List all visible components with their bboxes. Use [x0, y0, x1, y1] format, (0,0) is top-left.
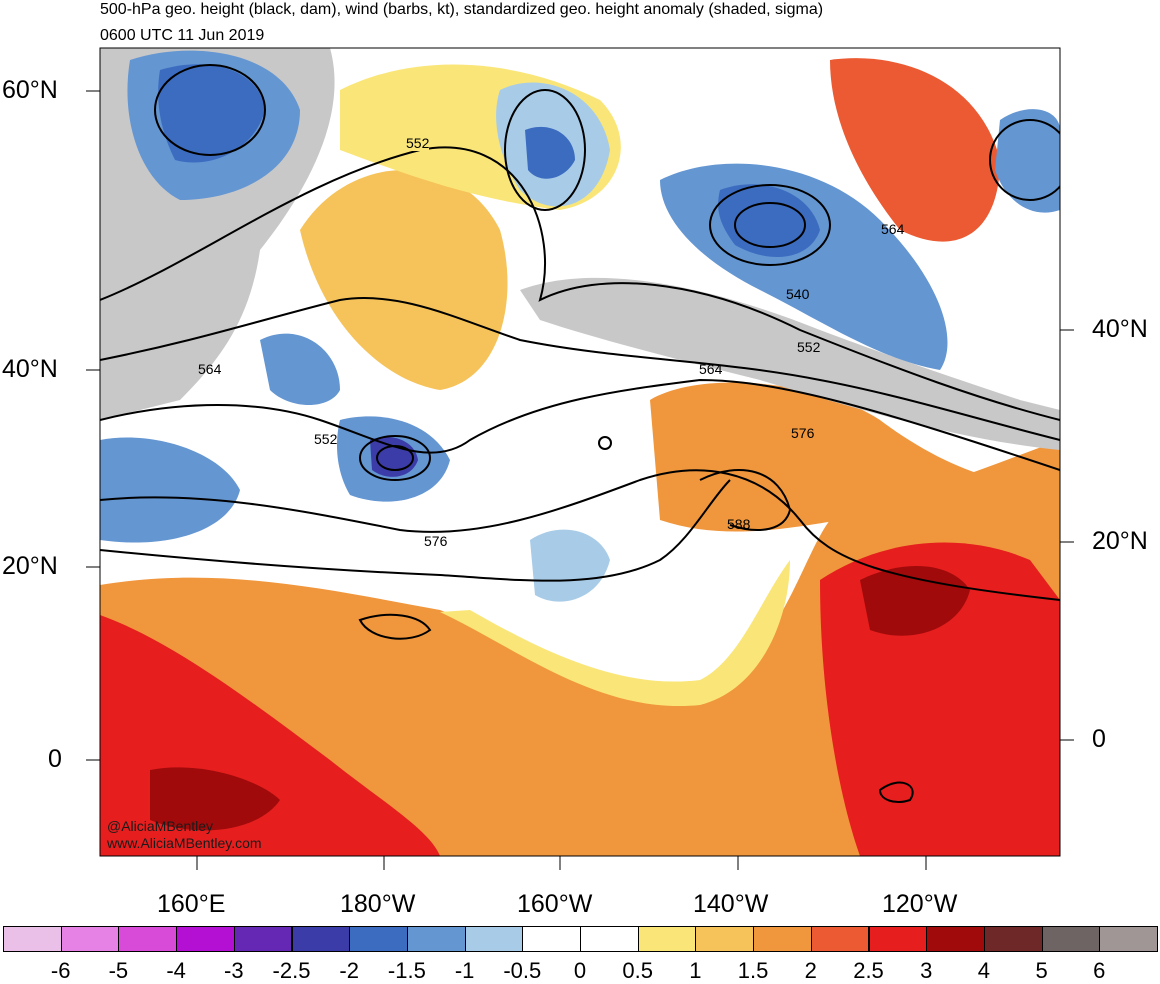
- contour-line: [376, 445, 414, 471]
- contour-line: [100, 297, 1060, 441]
- anomaly-gray-east: [520, 277, 1060, 450]
- colorbar-label: -1: [454, 958, 475, 983]
- colorbar-label: 3: [920, 958, 933, 983]
- contour-label: 564: [699, 361, 723, 377]
- anomaly-lightblue-south: [530, 529, 610, 602]
- contour-label: 552: [406, 135, 430, 151]
- contour-line: [878, 781, 914, 803]
- contour-line: [100, 479, 731, 582]
- colorbar-label: 2.5: [853, 958, 884, 983]
- lon-label: 160°E: [157, 890, 226, 918]
- anomaly-darkblue-nw: [158, 64, 265, 163]
- contour-label: 540: [786, 286, 810, 302]
- colorbar-label: -2.5: [272, 958, 311, 983]
- lat-label-right: 20°N: [1092, 527, 1148, 555]
- colorbar-swatch: [983, 926, 1043, 952]
- contour-label: 576: [424, 533, 448, 549]
- lat-label-left: 0: [48, 745, 62, 773]
- colorbar-swatch: [3, 926, 62, 952]
- contour-line: [359, 435, 431, 481]
- colorbar-label: -1.5: [387, 958, 426, 983]
- colorbar-swatch: [522, 926, 581, 952]
- colorbar-swatch: [868, 926, 928, 952]
- colorbar-label: 0.5: [622, 958, 653, 983]
- colorbar-label: -5: [108, 958, 129, 983]
- contour-line: [100, 378, 1060, 471]
- map-frame: [99, 47, 1061, 857]
- colorbar-swatch: [464, 926, 524, 952]
- anomaly-darkred-sw: [150, 767, 280, 831]
- colorbar-swatch: [291, 926, 351, 952]
- contour-line: [734, 202, 806, 248]
- colorbar-label: -6: [50, 958, 71, 983]
- anomaly-yellow-mid: [440, 560, 790, 707]
- colorbar-label: 6: [1093, 958, 1106, 983]
- credit-website: www.AliciaMBentley.com: [107, 835, 262, 851]
- colorbar-label: 1.5: [737, 958, 769, 983]
- colorbar-swatch: [1041, 926, 1101, 952]
- contour-line: [358, 613, 432, 640]
- colorbar-label: -2: [339, 958, 359, 983]
- map-plot-area: [100, 48, 1060, 856]
- anomaly-orange-east: [650, 382, 1060, 560]
- height-contours: [100, 64, 1060, 803]
- anomaly-darkblue-bering: [525, 126, 575, 179]
- anomaly-blue-right: [995, 109, 1060, 213]
- colorbar-swatch: [406, 926, 466, 952]
- contour-label: 588: [727, 516, 751, 532]
- axis-ticks: [86, 90, 1074, 870]
- contour-line: [699, 469, 792, 531]
- colorbar-label: 1: [689, 958, 702, 983]
- map-valid-time: 0600 UTC 11 Jun 2019: [100, 27, 265, 44]
- colorbar-label: 0: [573, 958, 587, 983]
- lon-label: 140°W: [693, 890, 769, 918]
- lat-label-right: 40°N: [1092, 315, 1148, 343]
- lon-label: 120°W: [882, 890, 958, 918]
- lat-label-right: 0: [1092, 725, 1106, 753]
- contour-line: [154, 64, 266, 156]
- colorbar-swatch: [580, 926, 639, 952]
- colorbar-swatch: [1099, 926, 1158, 952]
- colorbar-swatch: [637, 926, 697, 952]
- contour-line: [100, 469, 1060, 601]
- lon-label: 160°W: [517, 890, 593, 918]
- credit-handle: @AliciaMBentley: [107, 818, 214, 834]
- lat-label-left: 20°N: [2, 552, 58, 580]
- colorbar-label: -4: [166, 958, 186, 983]
- colorbar-swatch: [810, 926, 870, 952]
- contour-label: 564: [881, 221, 905, 237]
- colorbar-swatch: [176, 926, 235, 952]
- contour-line: [709, 184, 831, 266]
- colorbar-label: -3: [224, 958, 244, 983]
- contour-label: 576: [791, 425, 815, 441]
- contour-line: [100, 146, 1060, 421]
- contour-label: 552: [314, 431, 338, 447]
- colorbar-swatch: [926, 926, 985, 952]
- colorbar-swatch: [233, 926, 293, 952]
- lon-label: 180°W: [340, 890, 416, 918]
- colorbar-swatch: [118, 926, 178, 952]
- anomaly-red-ne: [830, 58, 1000, 242]
- contour-line: [989, 119, 1060, 201]
- colorbar-swatch: [695, 926, 755, 952]
- contour-line: [504, 89, 586, 211]
- anomaly-blue-west: [100, 437, 240, 543]
- anomaly-positive-band: [100, 440, 1060, 856]
- anomaly-orange-alaska: [300, 170, 508, 390]
- colorbar-label: 5: [1035, 958, 1048, 983]
- colorbar-label: 4: [977, 958, 991, 983]
- contour-label: 564: [198, 361, 222, 377]
- colorbar-label: 2: [804, 958, 817, 983]
- lat-label-left: 60°N: [2, 76, 58, 104]
- lat-label-left: 40°N: [2, 355, 58, 383]
- colorbar-label: -0.5: [503, 958, 542, 983]
- map-title: 500-hPa geo. height (black, dam), wind (…: [100, 1, 824, 18]
- contour-label: 552: [797, 339, 821, 355]
- colorbar-swatch: [60, 926, 120, 952]
- colorbar-swatch: [349, 926, 408, 952]
- contour-line: [598, 436, 612, 450]
- anomaly-blue-low: [260, 333, 340, 405]
- colorbar-swatch: [753, 926, 812, 952]
